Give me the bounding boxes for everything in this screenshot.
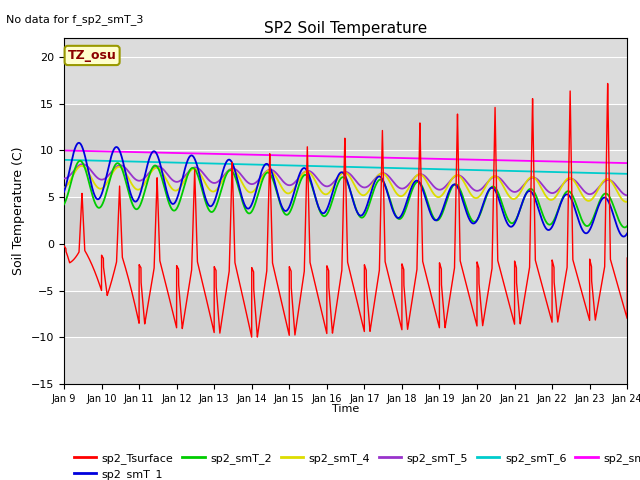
Legend: sp2_Tsurface, sp2_smT_1, sp2_smT_2, sp2_smT_4, sp2_smT_5, sp2_smT_6, sp2_smT_7: sp2_Tsurface, sp2_smT_1, sp2_smT_2, sp2_… [70, 448, 640, 480]
Y-axis label: Soil Temperature (C): Soil Temperature (C) [12, 147, 26, 276]
Text: No data for f_sp2_smT_3: No data for f_sp2_smT_3 [6, 14, 144, 25]
Text: TZ_osu: TZ_osu [68, 49, 116, 62]
Title: SP2 Soil Temperature: SP2 Soil Temperature [264, 21, 428, 36]
Bar [64, 197, 627, 244]
Bar [64, 290, 627, 337]
Bar [64, 104, 627, 151]
X-axis label: Time: Time [332, 404, 359, 414]
